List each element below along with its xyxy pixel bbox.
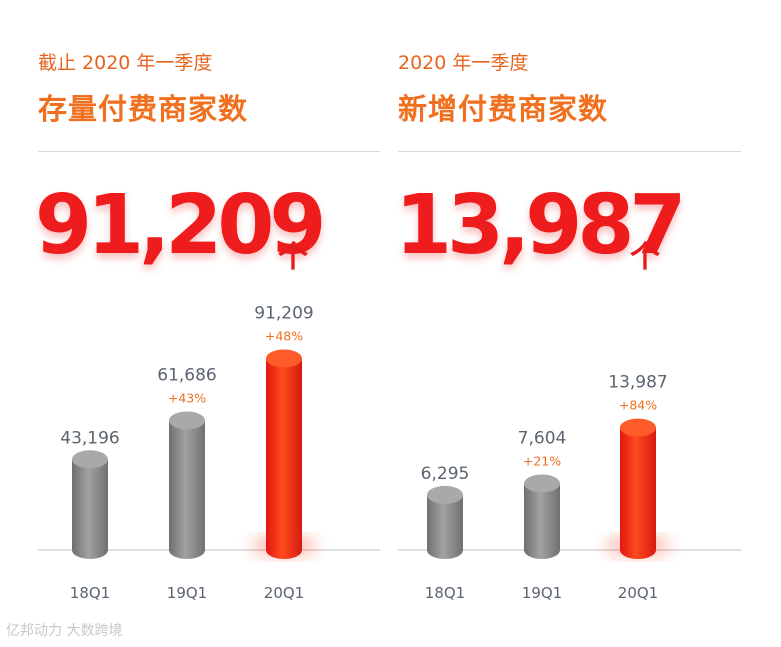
panel-title: 存量付费商家数 bbox=[38, 92, 249, 126]
panel-title: 新增付费商家数 bbox=[398, 92, 609, 126]
value-label: 43,196 bbox=[60, 428, 119, 448]
headline-value: 91,209 bbox=[35, 178, 326, 273]
bar-18Q1 bbox=[427, 485, 463, 559]
stock-merchants-chart: 43,196 18Q1 61,686 +43% 19Q1 91,209 +48% 20Q1 bbox=[38, 303, 380, 602]
growth-label: +43% bbox=[168, 390, 206, 405]
bar-19Q1 bbox=[169, 411, 205, 559]
panel-subtitle: 2020 年一季度 bbox=[398, 52, 529, 74]
category-label: 20Q1 bbox=[264, 584, 304, 602]
bar-19Q1 bbox=[524, 474, 560, 559]
growth-label: +84% bbox=[619, 398, 657, 413]
new-merchants-chart: 6,295 18Q1 7,604 +21% 19Q1 13,987 +84% 20Q1 bbox=[398, 373, 741, 602]
headline-unit: 个 bbox=[630, 240, 660, 275]
bar-18Q1 bbox=[72, 450, 108, 559]
divider bbox=[398, 151, 741, 152]
divider bbox=[38, 151, 380, 152]
panel-subtitle: 截止 2020 年一季度 bbox=[38, 52, 213, 74]
category-label: 19Q1 bbox=[522, 584, 562, 602]
growth-label: +48% bbox=[265, 328, 303, 343]
bar-20Q1 bbox=[620, 418, 656, 559]
category-label: 19Q1 bbox=[167, 584, 207, 602]
growth-label: +21% bbox=[523, 453, 561, 468]
bar-20Q1 bbox=[266, 349, 302, 559]
value-label: 61,686 bbox=[157, 365, 216, 385]
value-label: 7,604 bbox=[518, 428, 567, 448]
value-label: 91,209 bbox=[254, 303, 313, 323]
headline-value: 13,987 bbox=[395, 178, 686, 273]
value-label: 13,987 bbox=[608, 373, 667, 393]
category-label: 18Q1 bbox=[70, 584, 110, 602]
headline-unit: 个 bbox=[278, 240, 308, 275]
category-label: 20Q1 bbox=[618, 584, 658, 602]
new-merchants-panel: 2020 年一季度 新增付费商家数 13,987 个 6,295 18Q1 7,60… bbox=[395, 0, 741, 647]
stock-merchants-panel: 截止 2020 年一季度 存量付费商家数 91,209 个 43,196 18Q1… bbox=[35, 0, 380, 647]
watermark: 亿邦动力 大数跨境 bbox=[6, 623, 123, 639]
category-label: 18Q1 bbox=[425, 584, 465, 602]
value-label: 6,295 bbox=[421, 464, 470, 484]
